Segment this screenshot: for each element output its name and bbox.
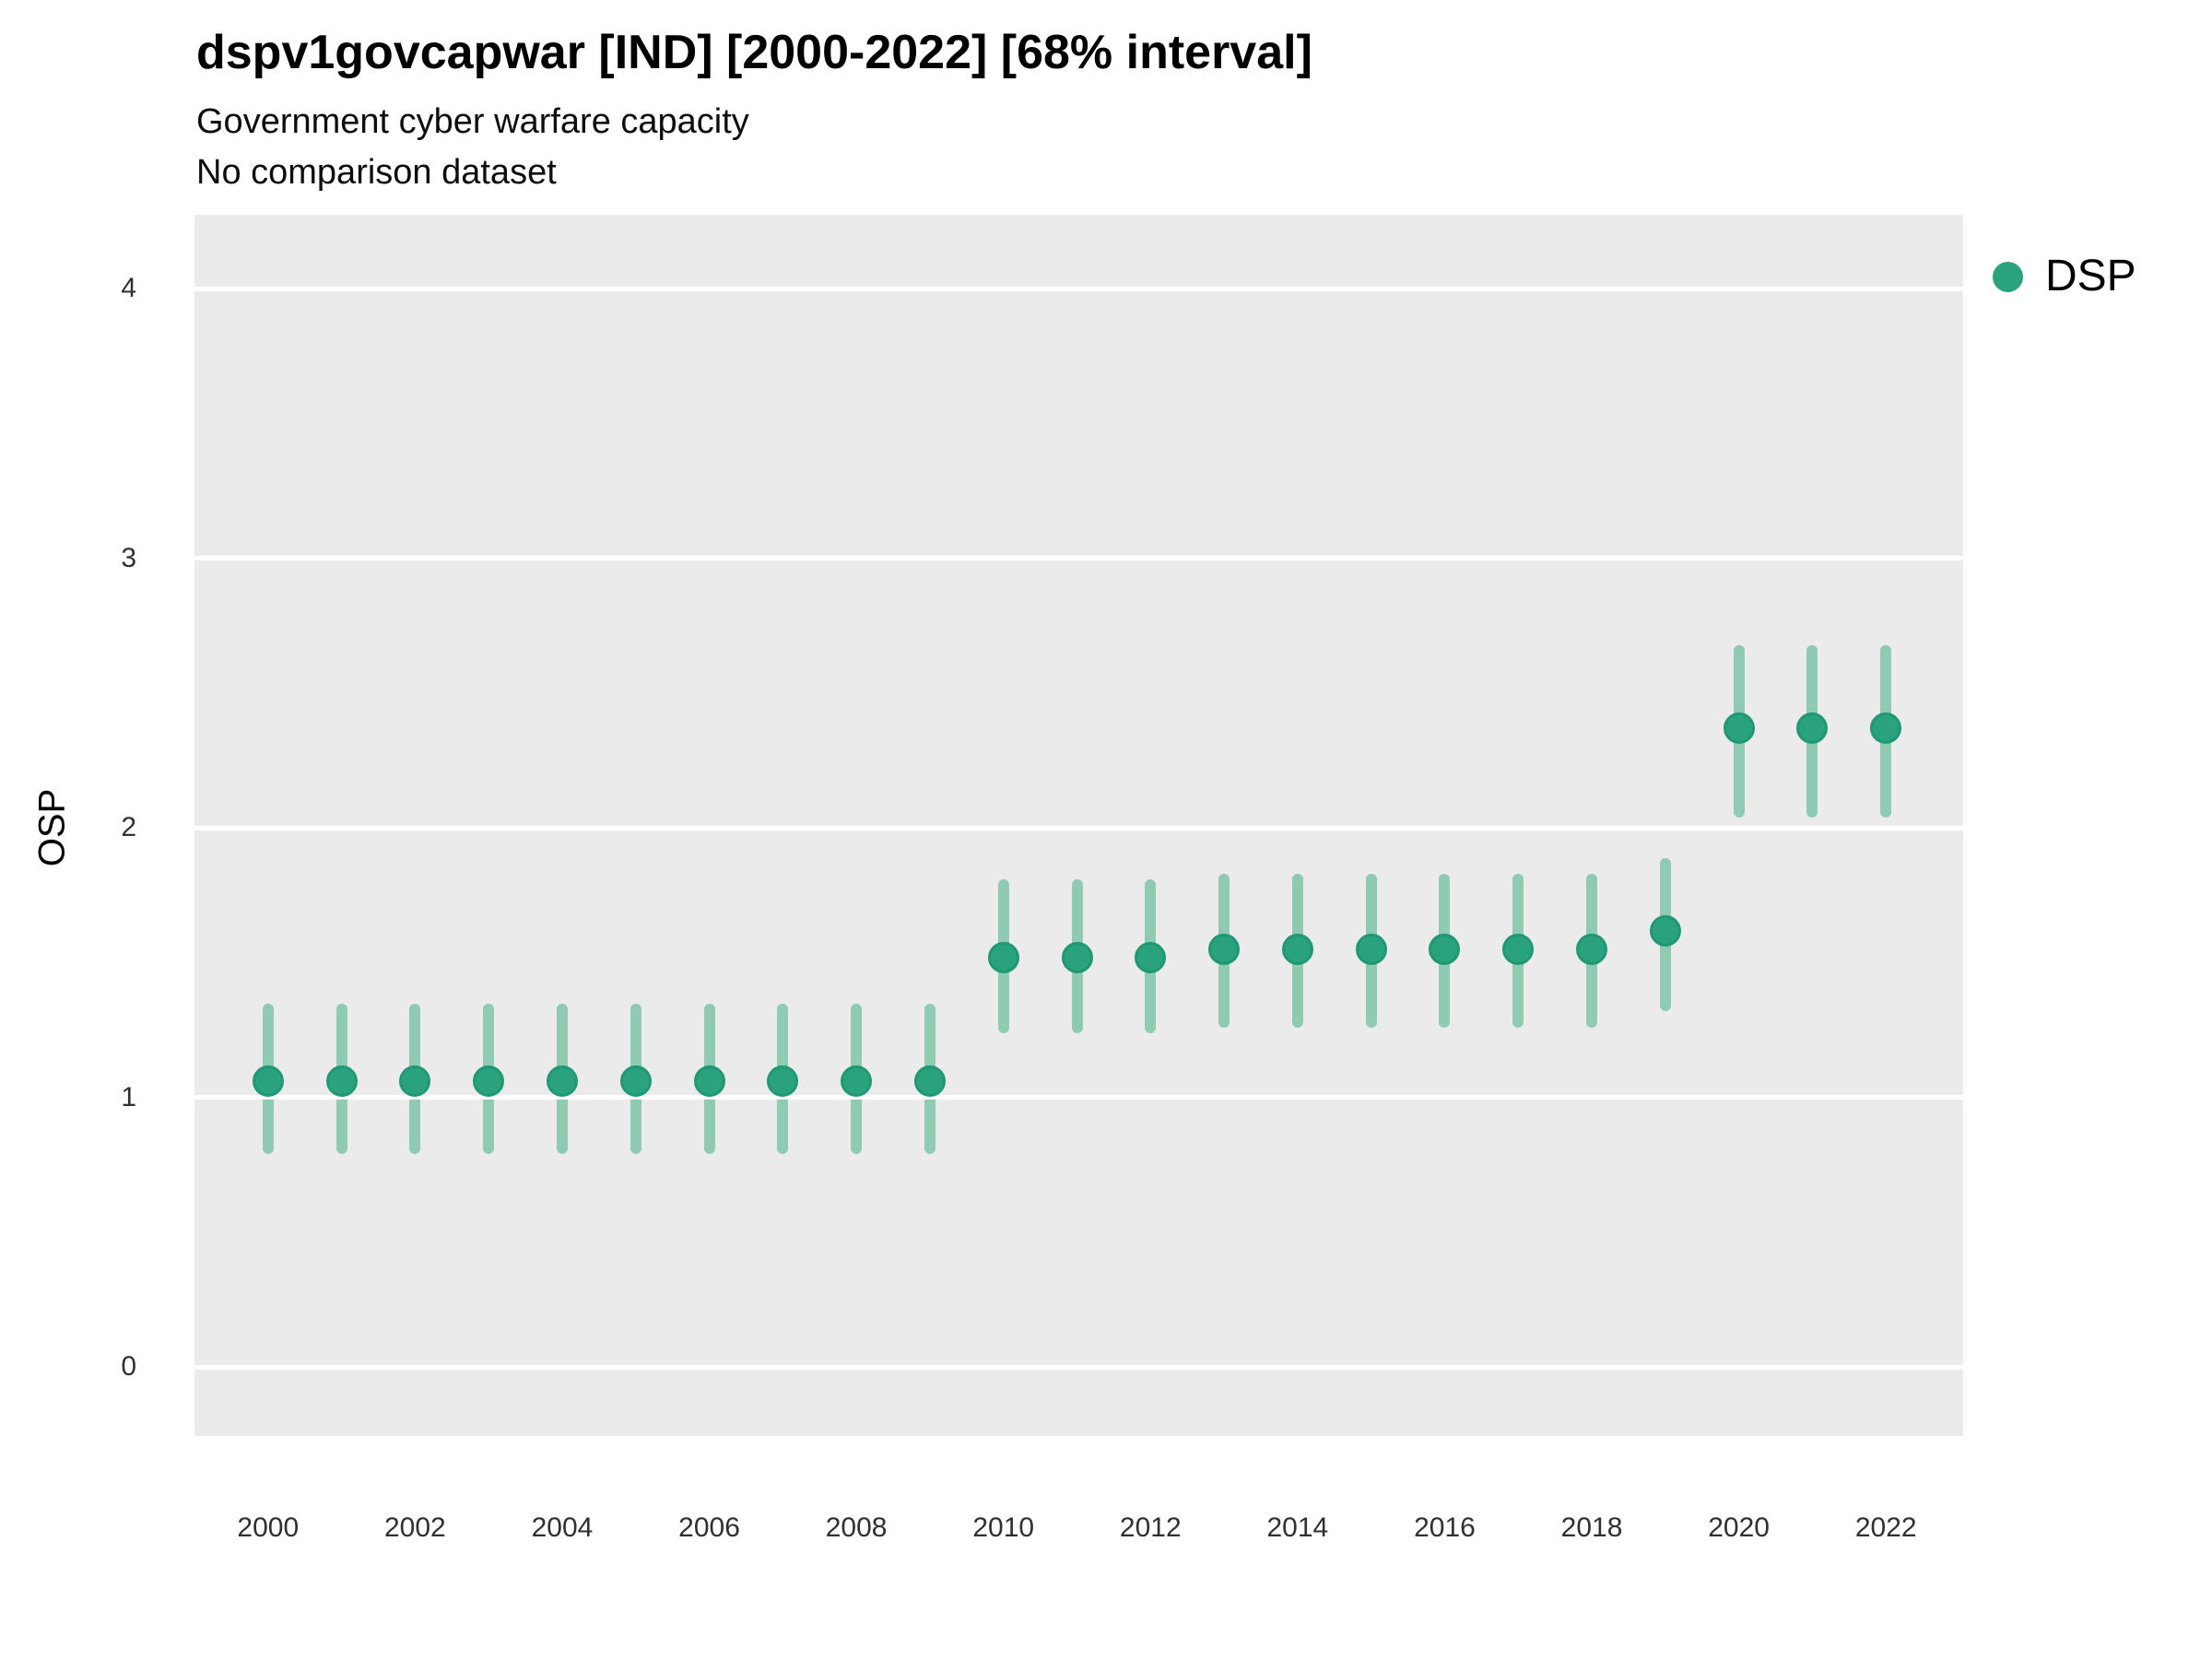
chart-subtitle: Government cyber warfare capacity bbox=[196, 102, 749, 141]
data-point-2003 bbox=[473, 1065, 505, 1098]
y-tick-label-4: 4 bbox=[121, 273, 136, 304]
legend-label-dsp: DSP bbox=[2045, 252, 2136, 300]
legend: DSP bbox=[1993, 250, 2136, 303]
plot-panel bbox=[194, 215, 1963, 1436]
x-tick-label-2020: 2020 bbox=[1708, 1512, 1770, 1543]
x-tick-label-2010: 2010 bbox=[972, 1512, 1035, 1543]
x-tick-label-2006: 2006 bbox=[678, 1512, 740, 1543]
data-point-2016 bbox=[1429, 934, 1461, 966]
x-tick-label-2002: 2002 bbox=[384, 1512, 446, 1543]
y-tick-label-1: 1 bbox=[121, 1081, 136, 1112]
data-point-2021 bbox=[1796, 712, 1829, 745]
data-point-2011 bbox=[1061, 941, 1093, 973]
data-point-2005 bbox=[619, 1065, 652, 1098]
y-tick-label-2: 2 bbox=[121, 812, 136, 843]
data-point-2019 bbox=[1649, 914, 1681, 947]
x-tick-label-2004: 2004 bbox=[531, 1512, 594, 1543]
x-tick-label-2018: 2018 bbox=[1560, 1512, 1623, 1543]
y-tick-label-0: 0 bbox=[121, 1351, 136, 1382]
gridline-y-1 bbox=[194, 1095, 1963, 1100]
x-tick-label-2012: 2012 bbox=[1119, 1512, 1182, 1543]
legend-marker-dsp bbox=[1993, 261, 2023, 292]
data-point-2008 bbox=[841, 1065, 873, 1098]
x-tick-label-2008: 2008 bbox=[825, 1512, 888, 1543]
data-point-2004 bbox=[546, 1065, 578, 1098]
gridline-y-0 bbox=[194, 1364, 1963, 1370]
gridline-y-2 bbox=[194, 825, 1963, 830]
data-point-2009 bbox=[913, 1065, 946, 1098]
data-point-2010 bbox=[987, 941, 1019, 973]
x-tick-label-2014: 2014 bbox=[1266, 1512, 1329, 1543]
data-point-2015 bbox=[1355, 934, 1387, 966]
y-tick-label-3: 3 bbox=[121, 542, 136, 573]
data-point-2006 bbox=[693, 1065, 725, 1098]
comparison-note: No comparison dataset bbox=[196, 153, 557, 192]
x-tick-label-2022: 2022 bbox=[1854, 1512, 1917, 1543]
data-point-2012 bbox=[1135, 941, 1167, 973]
gridline-y-4 bbox=[194, 286, 1963, 291]
data-point-2000 bbox=[252, 1065, 284, 1098]
data-point-2014 bbox=[1281, 934, 1313, 966]
data-point-2013 bbox=[1208, 934, 1241, 966]
gridline-y-3 bbox=[194, 556, 1963, 561]
data-point-2017 bbox=[1502, 934, 1535, 966]
data-point-2022 bbox=[1870, 712, 1902, 745]
data-point-2001 bbox=[325, 1065, 358, 1098]
x-tick-label-2000: 2000 bbox=[237, 1512, 300, 1543]
x-tick-label-2016: 2016 bbox=[1414, 1512, 1476, 1543]
data-point-2002 bbox=[399, 1065, 431, 1098]
data-point-2020 bbox=[1723, 712, 1755, 745]
data-point-2007 bbox=[767, 1065, 799, 1098]
chart-title: dspv1govcapwar [IND] [2000-2022] [68% in… bbox=[196, 26, 1312, 79]
data-point-2018 bbox=[1576, 934, 1608, 966]
